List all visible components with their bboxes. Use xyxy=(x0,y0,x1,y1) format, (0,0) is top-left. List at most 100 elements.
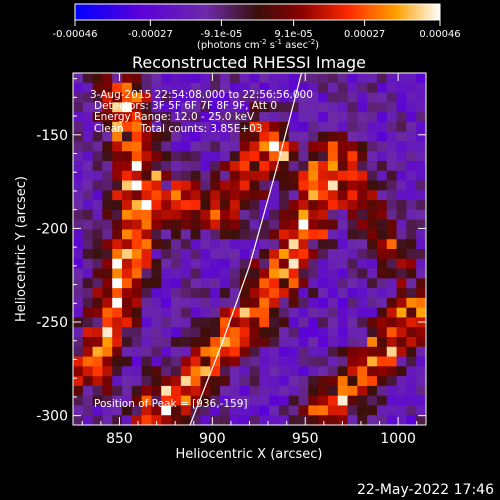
heatmap-cell xyxy=(210,288,221,299)
heatmap-cell xyxy=(229,249,241,260)
heatmap-cell xyxy=(308,337,319,348)
heatmap-cell xyxy=(82,288,94,299)
heatmap-cell xyxy=(200,327,211,338)
heatmap-cell xyxy=(229,297,241,309)
heatmap-cell xyxy=(416,141,426,152)
heatmap-cell xyxy=(298,258,309,270)
heatmap-cell xyxy=(396,180,407,191)
heatmap-cell xyxy=(122,161,133,172)
heatmap-cell xyxy=(229,180,241,191)
heatmap-cell xyxy=(210,180,221,191)
heatmap-cell xyxy=(278,268,290,279)
heatmap-cell xyxy=(318,73,329,84)
heatmap-cell xyxy=(112,200,123,211)
heatmap-cell xyxy=(73,415,84,425)
heatmap-cell xyxy=(190,268,202,279)
heatmap-cell xyxy=(249,200,260,211)
heatmap-cell xyxy=(82,112,94,123)
heatmap-cell xyxy=(73,151,84,162)
heatmap-cell xyxy=(278,307,290,319)
heatmap-cell xyxy=(406,317,417,328)
heatmap-cell xyxy=(396,278,407,289)
heatmap-cell xyxy=(102,376,113,387)
heatmap-cell xyxy=(367,219,378,231)
heatmap-cell xyxy=(190,170,202,182)
heatmap-cell xyxy=(357,131,368,143)
heatmap-cell xyxy=(416,317,426,328)
heatmap-cell xyxy=(161,151,172,162)
y-tick-label: -150 xyxy=(36,128,68,144)
heatmap-cell xyxy=(161,395,172,407)
heatmap-cell xyxy=(249,337,260,348)
heatmap-cell xyxy=(249,73,260,84)
heatmap-cell xyxy=(151,102,162,113)
heatmap-cell xyxy=(229,209,241,221)
heatmap-cell xyxy=(357,327,368,338)
heatmap-cell xyxy=(249,219,260,231)
heatmap-cell xyxy=(367,297,378,309)
heatmap-cell xyxy=(122,239,133,250)
heatmap-cell xyxy=(308,327,319,338)
heatmap-cell xyxy=(102,92,113,103)
heatmap-cell xyxy=(92,376,104,387)
heatmap-cell xyxy=(269,297,280,309)
heatmap-cell xyxy=(269,249,280,260)
heatmap-cell xyxy=(200,229,211,240)
heatmap-cell xyxy=(298,307,309,319)
heatmap-cell xyxy=(102,180,113,191)
heatmap-cell xyxy=(337,327,349,338)
heatmap-cell xyxy=(122,180,133,191)
heatmap-cell xyxy=(82,102,94,113)
heatmap-cell xyxy=(171,249,182,260)
heatmap-cell xyxy=(259,229,270,240)
heatmap-cell xyxy=(386,219,398,231)
x-tick-label: 900 xyxy=(199,431,226,447)
heatmap-cell xyxy=(347,219,358,231)
heatmap-cell xyxy=(92,385,104,397)
heatmap-cell xyxy=(249,258,260,270)
heatmap-cell xyxy=(122,249,133,260)
heatmap-cell xyxy=(318,219,329,231)
heatmap-cell xyxy=(122,200,133,211)
heatmap-cell xyxy=(112,346,123,358)
heatmap-cell xyxy=(141,190,153,201)
heatmap-cell xyxy=(112,102,123,113)
heatmap-cell xyxy=(337,229,349,240)
heatmap-cell xyxy=(82,268,94,279)
heatmap-cell xyxy=(229,170,241,182)
heatmap-cell xyxy=(367,73,378,84)
heatmap-cell xyxy=(161,268,172,279)
heatmap-cell xyxy=(210,209,221,221)
heatmap-cell xyxy=(376,278,388,289)
heatmap-cell xyxy=(112,415,123,425)
heatmap-cell xyxy=(406,209,417,221)
x-axis-label: Heliocentric X (arcsec) xyxy=(176,447,323,462)
heatmap-cell xyxy=(337,346,349,358)
heatmap-cell xyxy=(131,278,143,289)
heatmap-cell xyxy=(376,82,388,94)
heatmap-cell xyxy=(376,190,388,201)
heatmap-cell xyxy=(337,278,349,289)
heatmap-cell xyxy=(200,258,211,270)
heatmap-cell xyxy=(161,356,172,367)
heatmap-cell xyxy=(357,366,368,377)
heatmap-cell xyxy=(161,73,172,84)
heatmap-cell xyxy=(73,92,84,103)
heatmap-cell xyxy=(112,395,123,407)
heatmap-cell xyxy=(180,121,192,133)
heatmap-cell xyxy=(416,82,426,94)
heatmap-cell xyxy=(249,141,260,152)
heatmap-cell xyxy=(288,278,300,289)
heatmap-cell xyxy=(416,346,426,358)
heatmap-cell xyxy=(347,131,358,143)
heatmap-cell xyxy=(239,219,251,231)
heatmap-cell xyxy=(298,327,309,338)
heatmap-cell xyxy=(112,141,123,152)
heatmap-cell xyxy=(102,229,113,240)
heatmap-cell xyxy=(259,376,270,387)
heatmap-cell xyxy=(180,395,192,407)
colorbar-tick-label: -0.00046 xyxy=(53,29,98,40)
heatmap-cell xyxy=(141,356,153,367)
heatmap-cell xyxy=(318,405,329,416)
heatmap-cell xyxy=(337,249,349,260)
